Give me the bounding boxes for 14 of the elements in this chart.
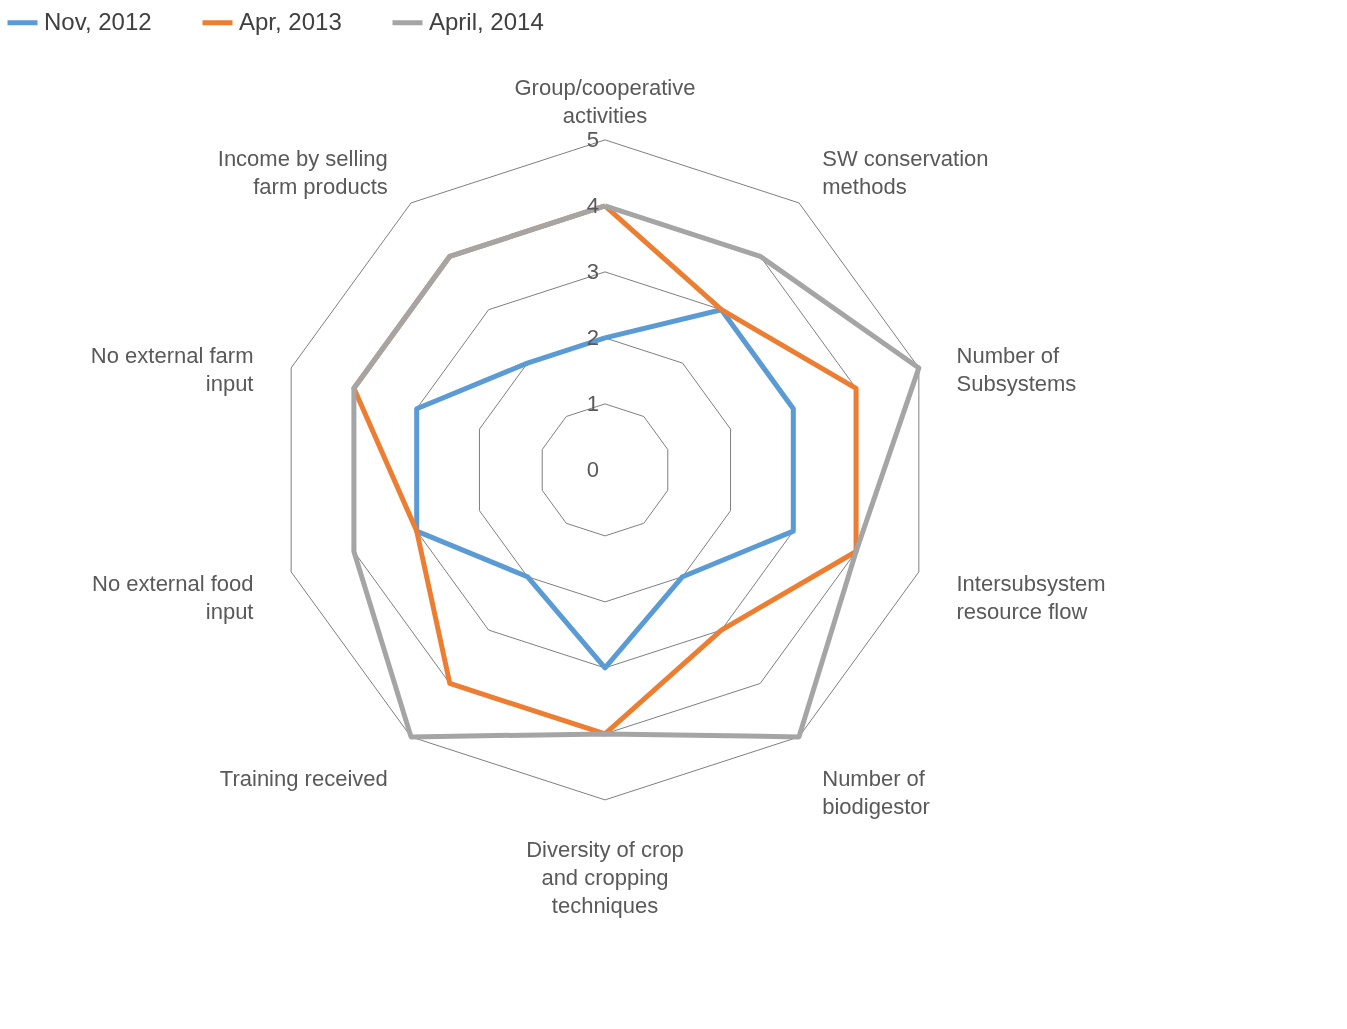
spoke-label: Intersubsystem resource flow [956, 571, 1106, 625]
spoke-label: Group/cooperative activities [514, 75, 696, 129]
y-tick-label: 0 [586, 456, 599, 482]
spoke-label: SW conservation methods [822, 145, 989, 199]
spoke-label: Income by selling farm products [217, 145, 388, 199]
legend-label: Nov, 2012 [44, 7, 152, 35]
spoke-label: No external farm input [90, 342, 254, 396]
spoke-label: Diversity of crop and cropping techniques [526, 836, 684, 918]
legend-label: April, 2014 [429, 7, 544, 35]
spoke-label: Number of biodigestor [822, 765, 930, 819]
spoke-label: Training received [219, 765, 388, 791]
legend-label: Apr, 2013 [239, 7, 342, 35]
spoke-label: Number of Subsystems [956, 342, 1077, 396]
spoke-label: No external food input [92, 571, 254, 625]
